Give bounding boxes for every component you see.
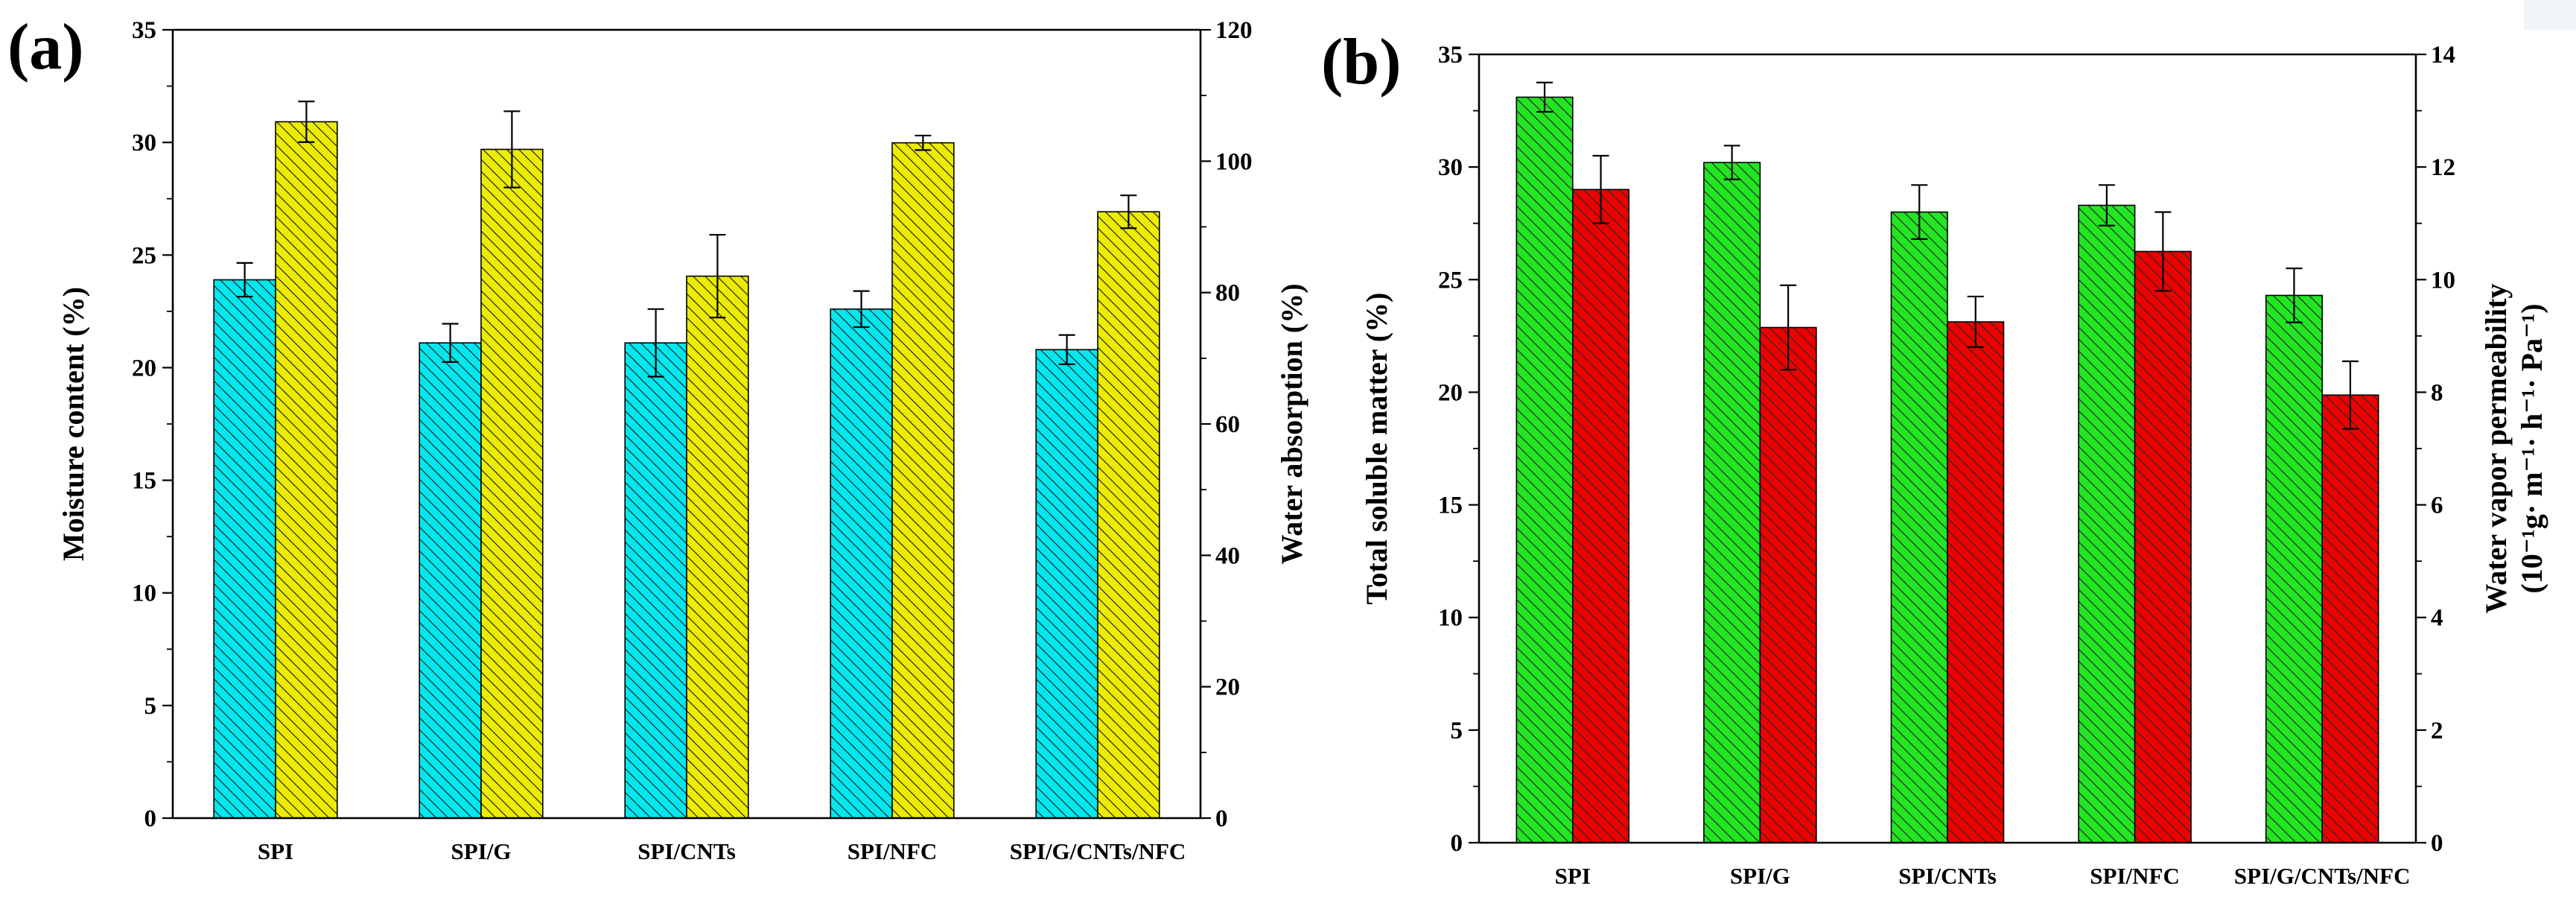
- bar-water-vapor-permeability-3: [2134, 250, 2192, 843]
- chart-panel-b: SPI SPI/G SPI/CNTs SPI/NFC SPI/G/CNTs/NFC 0 5 1…: [1321, 26, 2548, 889]
- bar-water-absorption-1: [480, 148, 544, 819]
- x-tick-label: SPI: [258, 838, 293, 864]
- bar-moisture-content-2: [624, 342, 687, 819]
- right-tick-label: 4: [2431, 605, 2443, 632]
- right-tick-label: 14: [2431, 42, 2455, 69]
- left-tick-label: 35: [132, 17, 156, 44]
- x-tick-label: SPI/G: [451, 838, 512, 864]
- left-tick-label: 0: [144, 805, 157, 832]
- bar-total-soluble-matter-0: [1516, 96, 1574, 843]
- left-tick-label: 5: [1451, 718, 1463, 744]
- bar-water-vapor-permeability-1: [1759, 326, 1817, 843]
- bar-water-absorption-0: [275, 121, 338, 819]
- left-tick-label: 5: [144, 693, 157, 720]
- corner-swatch: [2524, 0, 2576, 30]
- right-tick-label: 120: [1215, 17, 1253, 44]
- panel-label: (b): [1321, 26, 1402, 98]
- y-axis-right-title-line1: Water vapor permeability: [2479, 284, 2513, 614]
- left-tick-label: 20: [132, 355, 156, 381]
- y-axis-left-title: Moisture content (%): [57, 287, 90, 561]
- right-tick-label: 6: [2431, 493, 2443, 519]
- right-tick-label: 2: [2431, 718, 2443, 744]
- left-tick-label: 10: [132, 580, 156, 607]
- left-tick-label: 15: [1438, 493, 1463, 519]
- y-axis-right-title: Water absorption (%): [1275, 283, 1308, 564]
- left-tick-label: 20: [1438, 379, 1463, 406]
- left-tick-label: 25: [1438, 267, 1463, 294]
- x-tick-label: SPI/NFC: [2090, 863, 2180, 889]
- left-tick-label: 25: [132, 242, 156, 269]
- bar-moisture-content-3: [830, 308, 893, 819]
- right-tick-label: 0: [2431, 830, 2443, 857]
- x-tick-label: SPI/CNTs: [637, 838, 736, 864]
- bar-water-absorption-3: [891, 142, 955, 819]
- x-tick-label: SPI/G/CNTs/NFC: [1010, 838, 1186, 864]
- bar-water-absorption-2: [686, 275, 749, 819]
- right-tick-label: 80: [1215, 280, 1240, 307]
- bar-water-vapor-permeability-4: [2321, 394, 2379, 843]
- left-tick-label: 15: [132, 468, 156, 495]
- bar-water-vapor-permeability-2: [1947, 321, 2005, 843]
- left-tick-label: 30: [1438, 154, 1463, 181]
- x-tick-label: SPI/G: [1730, 863, 1790, 889]
- bar-water-vapor-permeability-0: [1572, 189, 1630, 843]
- right-tick-label: 10: [2431, 267, 2455, 294]
- right-tick-label: 60: [1215, 411, 1240, 438]
- x-tick-label: SPI/NFC: [847, 838, 938, 864]
- left-tick-label: 0: [1451, 830, 1463, 857]
- y-axis-right-title-line2: (10⁻¹g· m⁻¹· h⁻¹· Pa⁻¹): [2515, 303, 2548, 593]
- chart-panel-a: SPI SPI/G SPI/CNTs SPI/NFC SPI/G/CNTs/NFC 0 5 1…: [7, 11, 1308, 864]
- right-tick-label: 40: [1215, 542, 1240, 569]
- right-tick-label: 8: [2431, 379, 2443, 406]
- right-tick-label: 12: [2431, 154, 2455, 181]
- bar-water-absorption-4: [1097, 211, 1160, 819]
- bar-total-soluble-matter-2: [1890, 211, 1948, 843]
- left-tick-label: 30: [132, 130, 156, 156]
- right-tick-label: 20: [1215, 674, 1240, 701]
- bar-total-soluble-matter-1: [1703, 162, 1761, 843]
- bar-moisture-content-0: [213, 279, 276, 819]
- bar-moisture-content-4: [1035, 349, 1098, 819]
- right-tick-label: 100: [1215, 148, 1253, 175]
- x-tick-label: SPI: [1555, 863, 1591, 889]
- bar-total-soluble-matter-4: [2265, 294, 2323, 843]
- y-axis-left-title: Total soluble matter (%): [1360, 293, 1393, 605]
- panel-label: (a): [7, 11, 84, 83]
- bar-moisture-content-1: [419, 342, 482, 819]
- bar-total-soluble-matter-3: [2078, 204, 2136, 843]
- right-tick-label: 0: [1215, 805, 1228, 832]
- left-tick-label: 10: [1438, 605, 1463, 632]
- x-tick-label: SPI/G/CNTs/NFC: [2234, 863, 2411, 889]
- x-tick-label: SPI/CNTs: [1898, 863, 1997, 889]
- left-tick-label: 35: [1438, 42, 1463, 69]
